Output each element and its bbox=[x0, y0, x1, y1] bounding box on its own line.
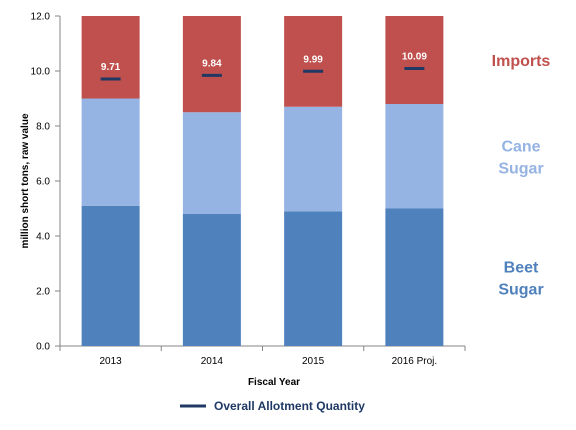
allotment-value-label: 9.84 bbox=[202, 58, 222, 69]
bar-segment-imports bbox=[284, 16, 343, 107]
allotment-value-label: 9.99 bbox=[303, 54, 323, 65]
bar-segment-imports bbox=[385, 16, 444, 104]
x-tick-label: 2016 Proj. bbox=[392, 356, 438, 367]
series-label-cane: Cane bbox=[501, 138, 540, 155]
bar-segment-cane bbox=[182, 112, 241, 214]
series-label-beet: Sugar bbox=[498, 281, 543, 298]
series-label-beet: Beet bbox=[504, 259, 539, 276]
x-tick-label: 2013 bbox=[100, 356, 123, 367]
series-label-imports: Imports bbox=[492, 53, 551, 70]
allotment-value-label: 9.71 bbox=[101, 62, 121, 73]
x-axis-title: Fiscal Year bbox=[248, 377, 300, 388]
y-axis: 0.0 2.0 4.0 6.0 8.0 10.0 12.0 bbox=[31, 12, 61, 353]
bars bbox=[81, 16, 444, 346]
legend-label: Overall Allotment Quantity bbox=[214, 399, 365, 413]
y-tick-label: 6.0 bbox=[36, 177, 50, 188]
x-tick-label: 2015 bbox=[302, 356, 325, 367]
segment-labels: Beet Sugar Cane Sugar Imports bbox=[492, 53, 551, 298]
allotment-value-label: 10.09 bbox=[402, 52, 427, 63]
y-tick-label: 10.0 bbox=[31, 67, 51, 78]
legend: Overall Allotment Quantity bbox=[180, 399, 365, 413]
x-tick-label: 2014 bbox=[201, 356, 224, 367]
y-tick-label: 0.0 bbox=[36, 342, 50, 353]
bar-segment-beet bbox=[385, 208, 444, 346]
bar-segment-imports bbox=[81, 16, 140, 99]
bar-segment-beet bbox=[182, 214, 241, 346]
y-tick-label: 2.0 bbox=[36, 287, 50, 298]
bar-segment-cane bbox=[284, 106, 343, 212]
y-tick-label: 4.0 bbox=[36, 232, 50, 243]
y-tick-label: 8.0 bbox=[36, 122, 50, 133]
bar-segment-imports bbox=[182, 16, 241, 113]
bar-segment-cane bbox=[385, 104, 444, 209]
x-axis: 2013 2014 2015 2016 Proj. bbox=[59, 345, 466, 367]
y-axis-title: million short tons, raw value bbox=[20, 113, 31, 248]
bar-segment-beet bbox=[284, 211, 343, 346]
series-label-cane: Sugar bbox=[498, 160, 543, 177]
bar-segment-cane bbox=[81, 98, 140, 206]
allotment-marks: 9.71 9.84 9.99 10.09 bbox=[100, 52, 427, 81]
y-tick-label: 12.0 bbox=[31, 12, 51, 23]
bar-segment-beet bbox=[81, 205, 140, 346]
